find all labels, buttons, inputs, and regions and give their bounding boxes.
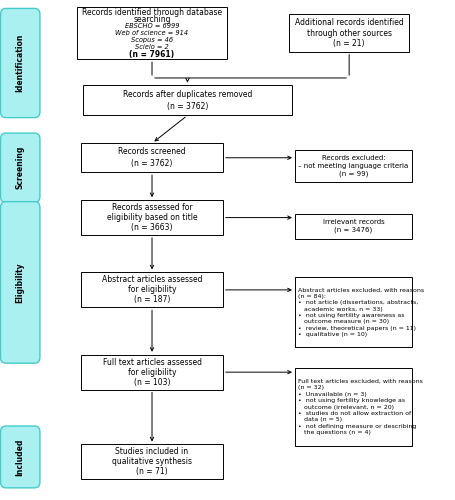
Text: Full text articles assessed: Full text articles assessed [102,358,202,366]
Bar [81,144,223,172]
Text: eligibility based on title: eligibility based on title [106,213,197,222]
Text: for eligibility: for eligibility [128,368,176,376]
Text: for eligibility: for eligibility [128,286,176,294]
Text: Eligibility: Eligibility [16,262,25,302]
Text: (n = 187): (n = 187) [134,296,170,304]
FancyBboxPatch shape [0,8,40,117]
FancyBboxPatch shape [0,202,40,363]
Text: (n = 3762): (n = 3762) [131,159,173,168]
Text: Included: Included [16,438,25,476]
Text: Records after duplicates removed: Records after duplicates removed [123,90,252,99]
Bar [295,368,412,446]
FancyBboxPatch shape [0,133,40,202]
Text: Abstract articles assessed: Abstract articles assessed [102,276,202,284]
Bar [81,272,223,308]
Bar [81,200,223,235]
Text: (n = 7961): (n = 7961) [129,50,175,58]
Text: Scopus = 46: Scopus = 46 [131,37,173,43]
Text: Additional records identified: Additional records identified [295,18,404,27]
Text: Scielo = 2: Scielo = 2 [135,44,169,50]
Text: (n = 71): (n = 71) [136,468,168,476]
Bar [77,7,228,60]
Bar [81,444,223,480]
Text: through other sources: through other sources [307,28,392,38]
Bar [295,150,412,182]
Bar [289,14,409,52]
Text: EBSCHO = 6999: EBSCHO = 6999 [125,23,179,29]
Text: Irrelevant records
(n = 3476): Irrelevant records (n = 3476) [323,219,384,233]
Text: Records identified through database: Records identified through database [82,8,222,16]
Text: Abstract articles excluded, with reasons
(n = 84):
•  not article (dissertations: Abstract articles excluded, with reasons… [298,288,425,337]
Text: Identification: Identification [16,34,25,92]
FancyBboxPatch shape [0,426,40,488]
Bar [83,86,292,116]
Text: searching: searching [133,14,171,24]
Text: Studies included in: Studies included in [116,448,188,456]
Text: Records excluded:
– not meeting language criteria
(n = 99): Records excluded: – not meeting language… [298,155,409,177]
Text: Web of science = 914: Web of science = 914 [116,30,188,36]
Text: Records assessed for: Records assessed for [111,203,192,212]
Text: Screening: Screening [16,146,25,190]
Text: (n = 3762): (n = 3762) [167,102,208,111]
Text: Full text articles excluded, with reasons
(n = 32)
•  Unavailable (n = 3)
•  not: Full text articles excluded, with reason… [298,379,423,435]
Text: Records screened: Records screened [118,148,186,156]
Text: (n = 21): (n = 21) [334,40,365,48]
Bar [295,278,412,347]
Bar [295,214,412,238]
Text: (n = 103): (n = 103) [134,378,170,386]
Bar [81,354,223,390]
Text: qualitative synthesis: qualitative synthesis [112,458,192,466]
Text: (n = 3663): (n = 3663) [131,223,173,232]
